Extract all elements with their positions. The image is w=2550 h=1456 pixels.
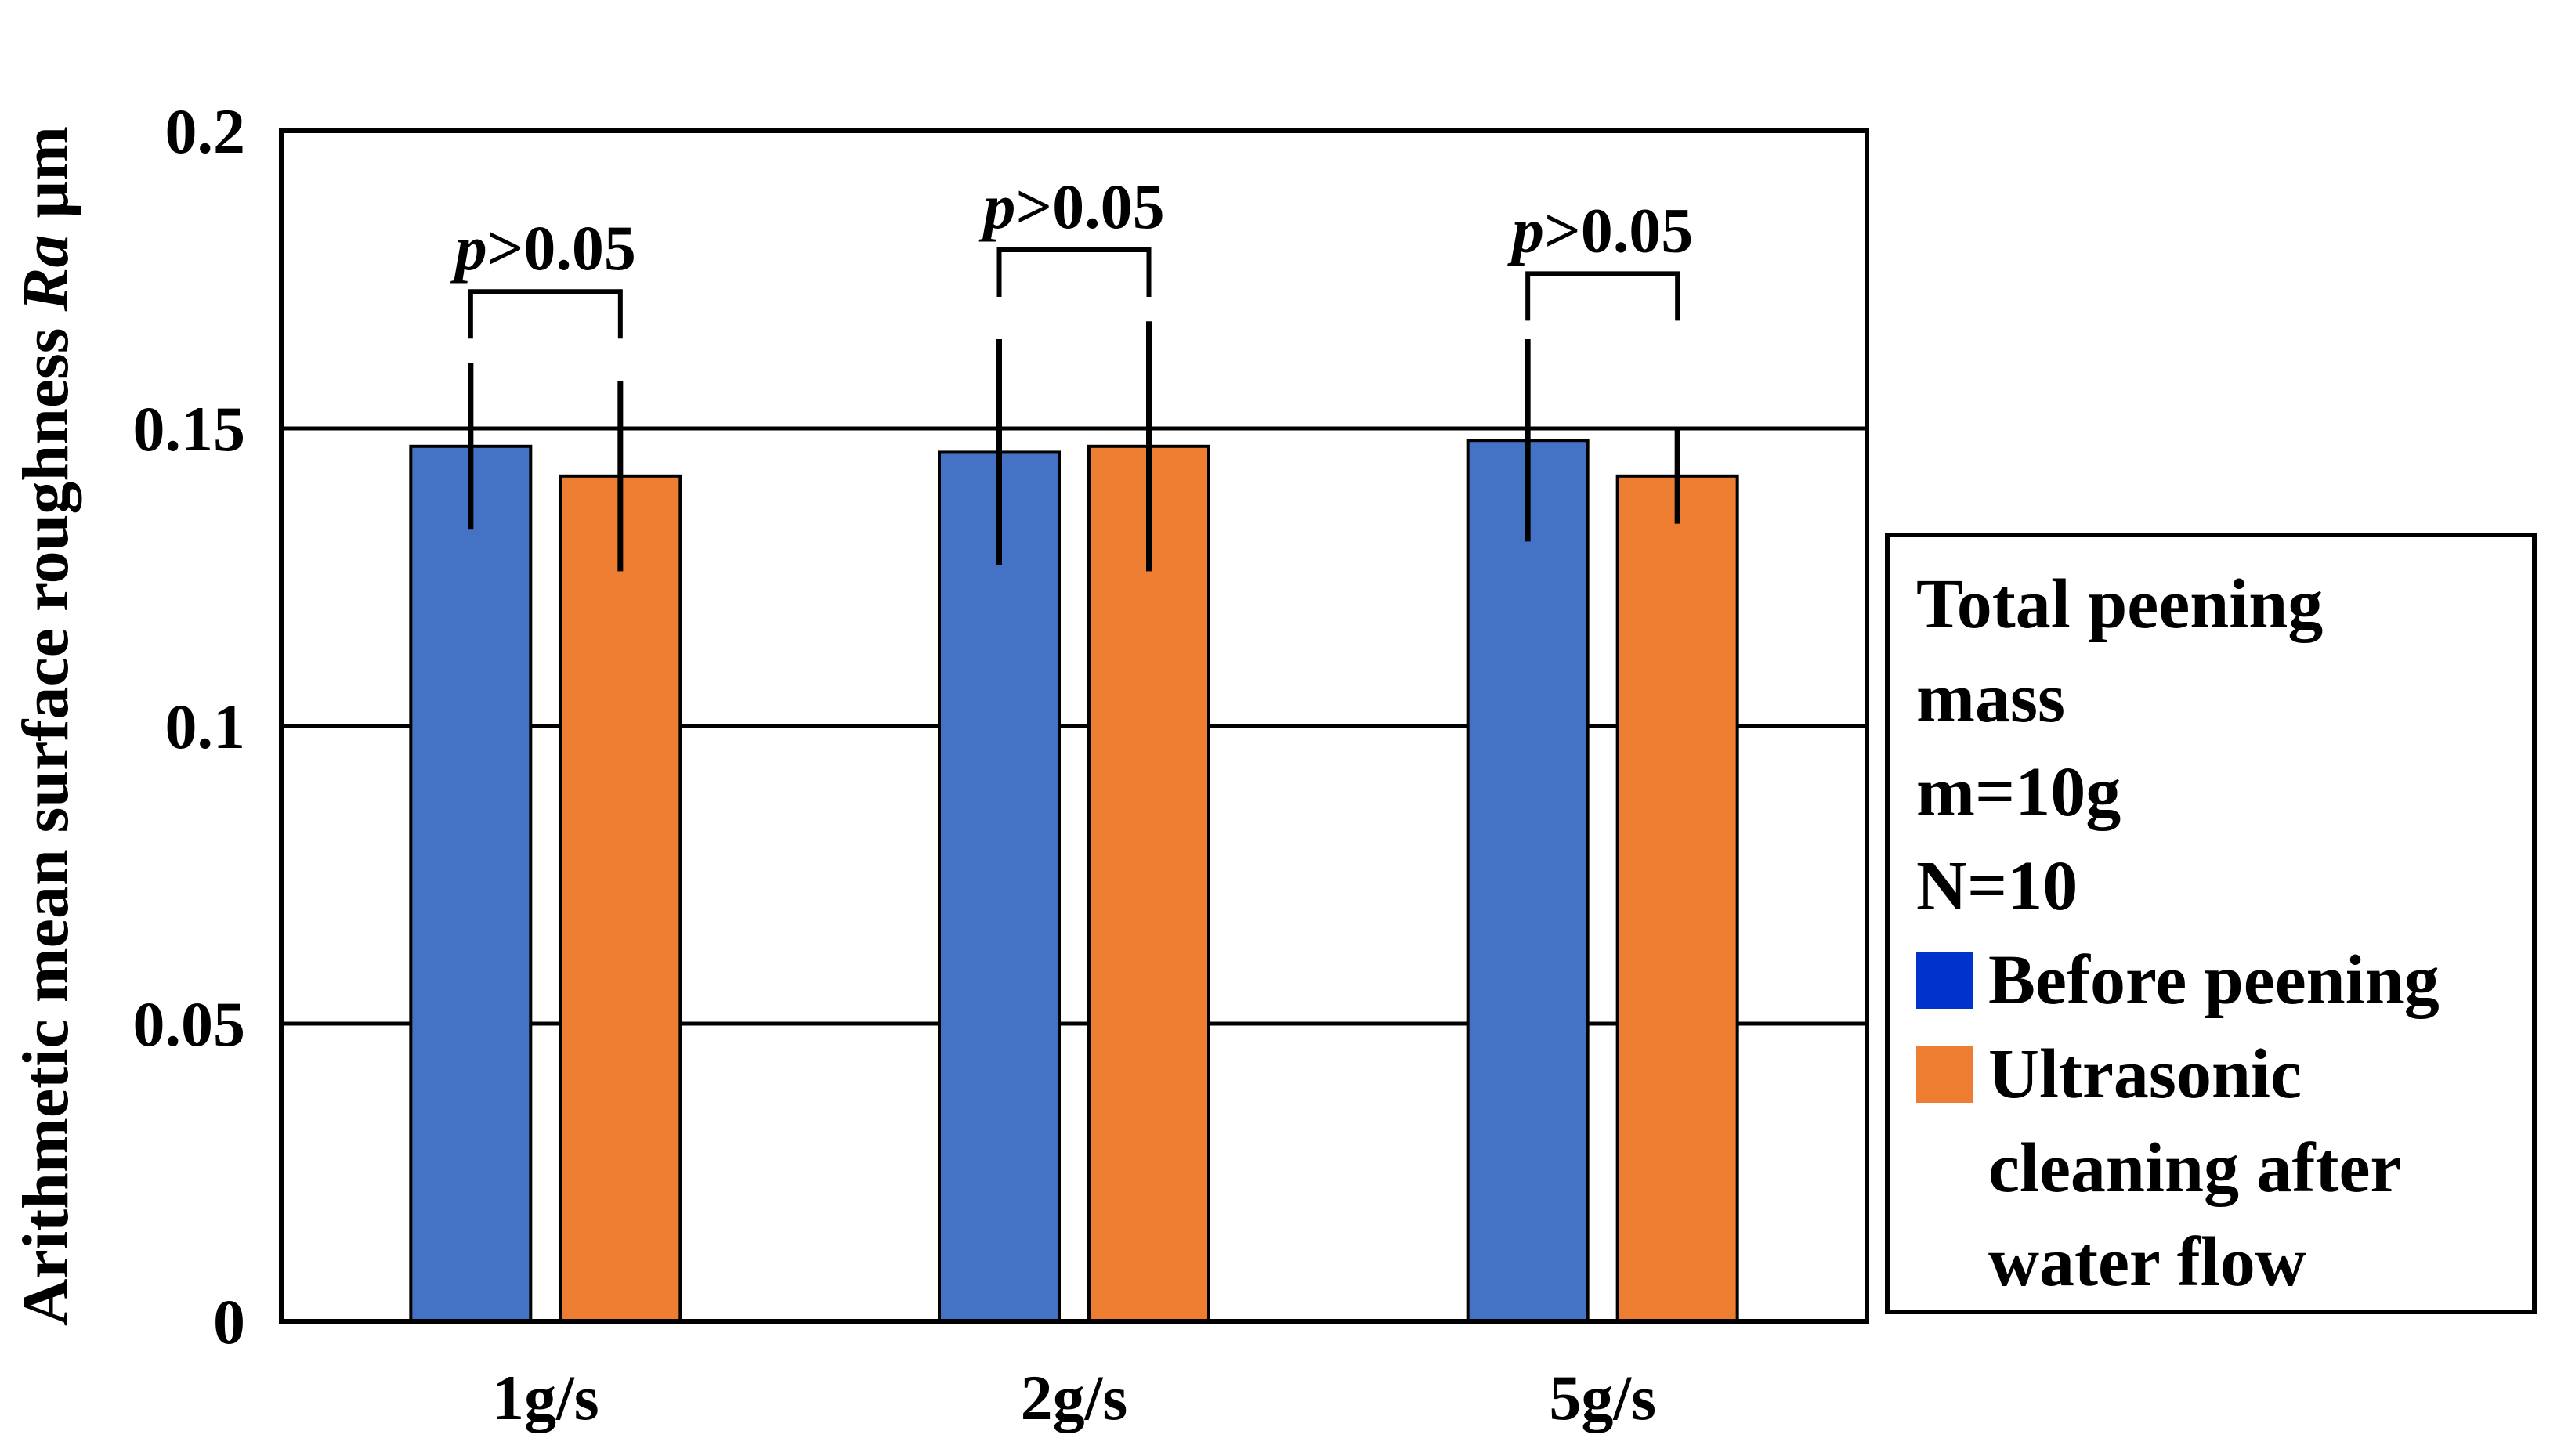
x-tick-label-5g-s: 5g/s [1549, 1362, 1656, 1433]
y-tick-labels: 0 0.05 0.1 0.15 0.2 [133, 96, 246, 1357]
y-tick-label: 0 [213, 1286, 245, 1357]
significance-bracket-5g-s [1525, 271, 1680, 321]
y-axis-label: Arithmetic mean surface roughness Ra μm [9, 126, 82, 1326]
legend-label-ultrasonic-line-2: cleaning after [1988, 1129, 2402, 1207]
x-tick-labels: 1g/s 2g/s 5g/s [492, 1362, 1656, 1433]
bar-ultrasonic-cleaning-after-water-flow-2g-s [1087, 444, 1210, 1323]
significance-annotations: p>0.05 p>0.05 p>0.05 [450, 171, 1693, 339]
y-tick-label: 0.1 [165, 691, 246, 762]
significance-label-2g-s: p>0.05 [978, 171, 1164, 242]
y-tick-label: 0.15 [133, 393, 246, 464]
significance-label-1g-s: p>0.05 [450, 212, 636, 284]
legend-header-line-4: N=10 [1916, 847, 2078, 925]
error-bars [468, 321, 1680, 572]
x-tick-label-1g-s: 1g/s [492, 1362, 599, 1433]
significance-bracket-1g-s [468, 289, 623, 339]
legend-label-ultrasonic-line-1: Ultrasonic [1988, 1035, 2302, 1113]
legend-entry-ultrasonic-cleaning: Ultrasonic cleaning after water flow [1916, 1028, 2532, 1310]
y-axis-label-symbol: Ra [9, 234, 82, 312]
legend-label-before-peening: Before peening [1988, 941, 2440, 1019]
legend-entry-before-peening: Before peening [1916, 934, 2532, 1028]
y-axis-label-unit: μm [9, 126, 82, 219]
bar-before-peening-2g-s [938, 450, 1061, 1323]
legend-header-line-2: mass [1916, 659, 2066, 737]
legend-swatch-before-peening [1916, 952, 1973, 1009]
bar-before-peening-5g-s [1466, 439, 1590, 1324]
legend-header-line-3: m=10g [1916, 753, 2121, 831]
grid-lines [281, 426, 1867, 1026]
y-axis-label-text: Arithmetic mean surface roughness [9, 328, 82, 1327]
bar-ultrasonic-cleaning-after-water-flow-5g-s [1615, 474, 1739, 1323]
legend: Total peening mass m=10g N=10 Before pee… [1885, 533, 2537, 1314]
legend-label-ultrasonic-line-3: water flow [1988, 1223, 2306, 1301]
legend-header-line-1: Total peening [1916, 565, 2324, 643]
legend-swatch-ultrasonic-cleaning [1916, 1046, 1973, 1103]
plot-frame [279, 128, 1869, 1324]
y-tick-label: 0.2 [165, 96, 246, 167]
significance-bracket-2g-s [996, 247, 1152, 297]
x-tick-label-2g-s: 2g/s [1021, 1362, 1128, 1433]
significance-label-5g-s: p>0.05 [1507, 194, 1693, 266]
bar-before-peening-1g-s [409, 444, 533, 1323]
y-tick-label: 0.05 [133, 988, 246, 1060]
bar-ultrasonic-cleaning-after-water-flow-1g-s [559, 474, 682, 1323]
